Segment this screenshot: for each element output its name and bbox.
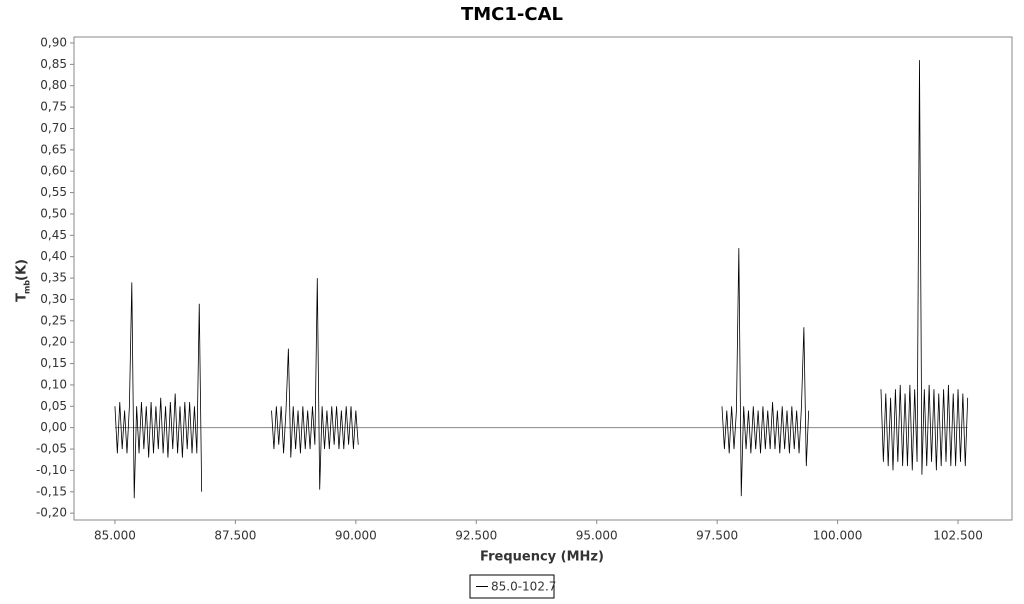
y-label-unit: (K) [15, 259, 30, 281]
y-tick-label: 0,90 [40, 35, 67, 49]
y-tick-label: 0,00 [40, 420, 67, 434]
x-tick-label: 102.500 [933, 529, 983, 543]
y-tick-label: 0,35 [40, 271, 67, 285]
plot-frame [73, 36, 1013, 521]
legend: 85.0-102.7 [469, 574, 556, 599]
legend-label: 85.0-102.7 [491, 580, 556, 594]
y-tick-label: 0,85 [40, 57, 67, 71]
y-tick-label: 0,40 [40, 249, 67, 263]
x-tick-label: 85.000 [94, 529, 136, 543]
spectrum-line [880, 60, 969, 475]
y-label-subscript: mb [23, 280, 32, 294]
y-axis-label: T mb (K) [15, 259, 32, 302]
y-tick-label: 0,55 [40, 185, 67, 199]
y-tick-label: -0,15 [36, 484, 67, 498]
y-tick-label: -0,05 [36, 442, 67, 456]
spectrum-line [271, 278, 359, 490]
legend-box [469, 574, 555, 599]
y-tick-label: 0,75 [40, 100, 67, 114]
x-tick-label: 90.000 [335, 529, 377, 543]
y-tick-label: 0,45 [40, 228, 67, 242]
spectrum-line [114, 282, 203, 499]
y-tick-label: 0,15 [40, 356, 67, 370]
y-label-symbol: T [15, 293, 30, 302]
x-tick-label: 97.500 [696, 529, 738, 543]
y-tick-label: 0,65 [40, 142, 67, 156]
y-tick-label: 0,80 [40, 78, 67, 92]
y-tick-label: 0,20 [40, 335, 67, 349]
y-tick-label: 0,25 [40, 313, 67, 327]
x-tick-label: 87.500 [214, 529, 256, 543]
y-tick-label: 0,05 [40, 399, 67, 413]
x-axis-label: Frequency (MHz) [480, 550, 604, 565]
spectrum-line [721, 248, 810, 497]
x-tick-label: 92.500 [455, 529, 497, 543]
y-tick-label: -0,20 [36, 506, 67, 520]
x-tick-label: 100.000 [813, 529, 863, 543]
x-tick-label: 95.000 [576, 529, 618, 543]
chart-title: TMC1-CAL [461, 4, 563, 25]
y-tick-label: 0,50 [40, 206, 67, 220]
y-tick-label: 0,10 [40, 377, 67, 391]
y-tick-label: -0,10 [36, 463, 67, 477]
y-tick-label: 0,30 [40, 292, 67, 306]
y-tick-label: 0,70 [40, 121, 67, 135]
y-tick-label: 0,60 [40, 164, 67, 178]
